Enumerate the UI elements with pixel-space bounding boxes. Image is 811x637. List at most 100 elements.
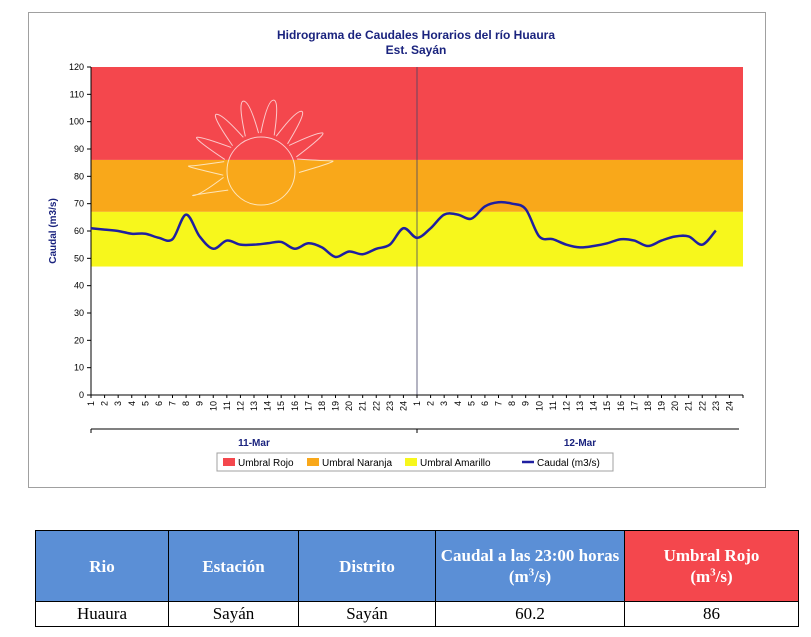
header-caudal: Caudal a las 23:00 horas (m3/s) (435, 530, 625, 602)
header-rio: Rio (35, 530, 169, 602)
x-tick-label: 10 (208, 401, 218, 411)
x-tick-label: 2 (100, 401, 110, 406)
legend-label: Caudal (m3/s) (537, 458, 600, 469)
sun-ray (187, 161, 225, 176)
x-tick-label: 15 (602, 401, 612, 411)
y-tick-label: 90 (74, 144, 84, 154)
sun-ray (275, 110, 304, 145)
sun-ray (214, 113, 244, 147)
y-tick-label: 110 (70, 89, 84, 99)
x-tick-label: 5 (466, 401, 476, 406)
header-caudal-text: Caudal a las 23:00 horas (440, 546, 620, 565)
cell-distrito: Sayán (298, 601, 436, 627)
y-tick-label: 70 (74, 199, 84, 209)
y-tick-label: 0 (79, 390, 84, 400)
y-tick-label: 80 (74, 171, 84, 181)
x-tick-label: 12 (561, 401, 571, 411)
legend-label: Umbral Amarillo (420, 458, 491, 469)
x-tick-label: 4 (127, 401, 137, 406)
header-caudal-unit: (m3/s) (508, 566, 552, 586)
header-umbral-text: Umbral Rojo (663, 546, 760, 565)
x-tick-label: 13 (575, 401, 585, 411)
x-tick-label: 24 (398, 401, 408, 411)
hydrograph-chart: 0 10 20 30 40 50 60 70 80 90 100 110 120 1 2 3 4 5 6 7 8 9 10 1… (28, 12, 766, 488)
x-tick-label: 18 (643, 401, 653, 411)
y-tick-label: 100 (69, 117, 84, 127)
x-tick-label: 24 (724, 401, 734, 411)
x-tick-label: 15 (276, 401, 286, 411)
y-tick-label: 30 (74, 308, 84, 318)
x-tick-label: 12 (235, 401, 245, 411)
x-tick-label: 19 (331, 401, 341, 411)
y-tick-label: 50 (74, 253, 84, 263)
x-tick-label: 17 (303, 401, 313, 411)
sun-ray (297, 158, 334, 174)
x-tick-label: 19 (657, 401, 667, 411)
x-tick-label: 11 (548, 401, 558, 410)
x-tick-label: 2 (426, 401, 436, 406)
x-tick-label: 6 (154, 401, 164, 406)
y-tick-label: 40 (74, 281, 84, 291)
y-tick-label: 120 (69, 62, 84, 72)
cell-rio: Huaura (35, 601, 169, 627)
y-tick-label: 10 (74, 363, 84, 373)
day-label: 11-Mar (238, 438, 270, 449)
legend-swatch (223, 458, 235, 466)
x-tick-label: 9 (195, 401, 205, 406)
x-tick-label: 17 (629, 401, 639, 411)
x-tick-label: 14 (263, 401, 273, 411)
day-label: 12-Mar (564, 438, 596, 449)
legend-swatch (405, 458, 417, 466)
table-row: Huaura Sayán Sayán 60.2 86 (35, 601, 799, 627)
x-tick-label: 3 (113, 401, 123, 406)
header-umbral-rojo: Umbral Rojo (m3/s) (624, 530, 799, 602)
x-tick-label: 13 (249, 401, 259, 411)
x-tick-label: 6 (480, 401, 490, 406)
x-tick-label: 5 (140, 401, 150, 406)
sun-watermark (187, 99, 334, 206)
station-info-table: Rio Estación Distrito Caudal a las 23:00… (35, 530, 799, 627)
x-tick-label: 16 (290, 401, 300, 411)
x-tick-label: 7 (168, 401, 178, 406)
cell-caudal: 60.2 (435, 601, 625, 627)
table-header-row: Rio Estación Distrito Caudal a las 23:00… (35, 530, 799, 602)
header-umbral-unit: (m3/s) (690, 566, 733, 586)
x-tick-label: 9 (521, 401, 531, 406)
x-tick-label: 8 (181, 401, 191, 406)
x-tick-label: 23 (385, 401, 395, 411)
y-axis-label: Caudal (m3/s) (48, 198, 59, 264)
sun-ray (288, 132, 324, 158)
sun-ray (192, 176, 229, 197)
legend-label: Umbral Naranja (322, 458, 392, 469)
header-distrito: Distrito (298, 530, 436, 602)
x-tick-label: 23 (711, 401, 721, 411)
chart-subtitle: Est. Sayán (386, 43, 447, 57)
chart-legend: Umbral Rojo Umbral Naranja Umbral Amarillo… (216, 452, 614, 472)
x-tick-label: 21 (358, 401, 368, 411)
cell-umbral: 86 (624, 601, 799, 627)
caudal-series-line (90, 200, 717, 259)
sun-ray (240, 100, 260, 137)
x-tick-label: 1 (412, 401, 422, 406)
y-tick-label: 20 (74, 335, 84, 345)
sun-core (226, 136, 296, 206)
x-tick-label: 4 (453, 401, 463, 406)
x-tick-label: 20 (670, 401, 680, 411)
x-tick-label: 7 (494, 401, 504, 406)
y-tick-label: 60 (74, 226, 84, 236)
x-tick-label: 11 (222, 401, 232, 410)
legend-swatch (307, 458, 319, 466)
legend-label: Umbral Rojo (238, 458, 294, 469)
x-tick-label: 21 (684, 401, 694, 411)
x-tick-label: 18 (317, 401, 327, 411)
x-tick-label: 10 (534, 401, 544, 411)
x-tick-label: 16 (616, 401, 626, 411)
header-estacion: Estación (168, 530, 299, 602)
x-tick-label: 1 (86, 401, 96, 406)
chart-title: Hidrograma de Caudales Horarios del río … (277, 28, 555, 42)
x-tick-label: 20 (344, 401, 354, 411)
cell-estacion: Sayán (168, 601, 299, 627)
x-tick-label: 14 (589, 401, 599, 411)
sun-ray (196, 136, 232, 160)
